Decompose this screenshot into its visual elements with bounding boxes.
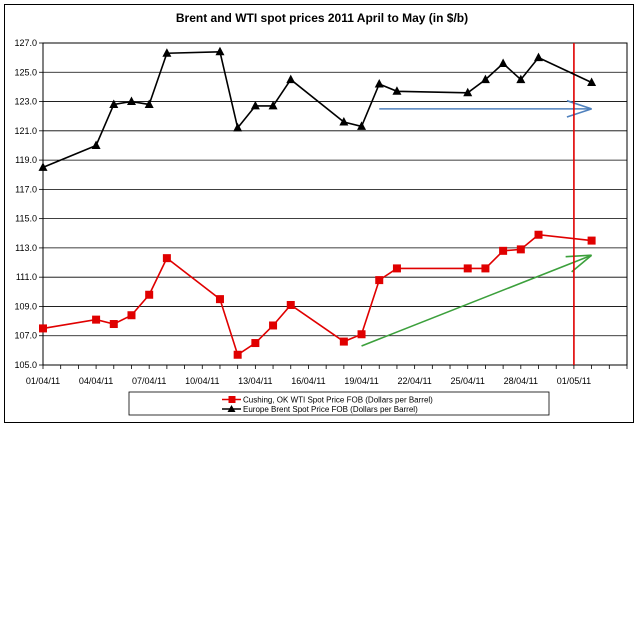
data-point-brent — [516, 74, 526, 84]
data-point-brent — [126, 96, 136, 106]
data-point-brent — [339, 117, 349, 126]
x-tick-label: 13/04/11 — [238, 376, 272, 386]
y-tick-label: 113.0 — [15, 243, 37, 253]
data-point-brent — [38, 162, 48, 171]
y-tick-label: 111.0 — [16, 272, 37, 282]
x-tick-label: 22/04/11 — [397, 376, 431, 386]
data-point-wti — [145, 290, 154, 299]
y-tick-label: 123.0 — [14, 97, 37, 107]
trend-arrow-head — [566, 108, 592, 118]
data-point-wti — [269, 321, 278, 330]
data-point-brent — [250, 100, 260, 110]
legend-label-wti: Cushing, OK WTI Spot Price FOB (Dollars … — [243, 396, 433, 405]
data-point-brent — [215, 46, 225, 56]
data-point-brent — [268, 100, 278, 110]
trend-arrow-head — [565, 254, 592, 258]
x-axis-ticks: 01/04/11 04/04/11 07/04/11 10/04/11 13/04/11… — [26, 365, 628, 386]
data-point-wti — [233, 350, 242, 359]
y-tick-label: 105.0 — [14, 360, 37, 370]
y-tick-label: 115.0 — [15, 214, 37, 224]
data-point-wti — [375, 276, 384, 285]
data-point-brent — [233, 122, 243, 132]
x-tick-label: 04/04/11 — [79, 376, 113, 386]
trend-arrow-line — [361, 254, 592, 347]
x-tick-label: 07/04/11 — [132, 376, 166, 386]
chart-title: Brent and WTI spot prices 2011 April to … — [176, 11, 468, 25]
data-point-brent — [463, 87, 473, 97]
gridlines — [43, 71, 627, 337]
legend-marker-wti — [228, 396, 236, 403]
trend-arrow-head — [566, 99, 592, 110]
x-tick-label: 01/04/11 — [26, 376, 60, 386]
data-point-wti — [499, 246, 508, 255]
y-tick-label: 119.0 — [15, 155, 37, 165]
trend-arrows — [361, 99, 593, 347]
data-point-wti — [534, 230, 543, 239]
x-tick-label: 16/04/11 — [291, 376, 325, 386]
data-point-brent — [534, 52, 544, 62]
data-point-wti — [92, 315, 101, 324]
chart: Brent and WTI spot prices 2011 April to … — [14, 11, 628, 416]
data-point-wti — [127, 311, 136, 320]
legend: Cushing, OK WTI Spot Price FOB (Dollars … — [128, 391, 550, 416]
data-point-wti — [392, 264, 401, 273]
x-tick-label: 10/04/11 — [185, 376, 219, 386]
data-point-wti — [251, 339, 260, 348]
series — [38, 46, 597, 359]
y-tick-label: 127.0 — [14, 38, 37, 48]
x-tick-label: 01/05/11 — [557, 376, 591, 386]
data-point-brent — [357, 121, 367, 130]
y-tick-label: 117.0 — [15, 184, 37, 194]
plot-area — [42, 42, 628, 366]
data-point-wti — [162, 254, 171, 263]
x-tick-label: 28/04/11 — [504, 376, 538, 386]
chart-frame: Brent and WTI spot prices 2011 April to … — [4, 4, 634, 423]
y-tick-label: 109.0 — [14, 301, 37, 311]
data-point-brent — [91, 140, 101, 149]
data-point-wti — [109, 320, 118, 329]
x-tick-label: 25/04/11 — [451, 376, 485, 386]
data-point-wti — [39, 324, 47, 333]
data-point-wti — [516, 245, 525, 254]
series-line-0 — [42, 233, 592, 357]
data-point-brent — [162, 48, 172, 57]
legend-marker-brent — [227, 405, 236, 412]
y-tick-label: 121.0 — [14, 126, 37, 136]
data-point-brent — [392, 86, 402, 95]
data-point-wti — [463, 264, 472, 273]
data-point-wti — [339, 337, 348, 346]
y-tick-label: 107.0 — [14, 331, 37, 341]
data-point-brent — [144, 99, 154, 108]
x-tick-label: 19/04/11 — [344, 376, 378, 386]
data-point-wti — [357, 330, 366, 339]
legend-label-brent: Europe Brent Spot Price FOB (Dollars per… — [243, 405, 418, 414]
data-point-brent — [109, 99, 119, 108]
data-point-brent — [498, 58, 508, 67]
trend-arrow-head — [571, 254, 593, 273]
data-point-brent — [587, 77, 597, 87]
y-axis-ticks: 105.0 107.0 109.0 111.0 113.0 115.0 117.0 119.0… — [14, 38, 43, 370]
data-point-wti — [215, 295, 224, 304]
data-point-wti — [481, 264, 490, 273]
data-point-wti — [587, 236, 596, 245]
data-point-brent — [286, 74, 296, 84]
data-point-brent — [374, 78, 384, 88]
data-point-brent — [480, 74, 490, 84]
data-point-wti — [286, 300, 295, 309]
y-tick-label: 125.0 — [14, 67, 37, 77]
